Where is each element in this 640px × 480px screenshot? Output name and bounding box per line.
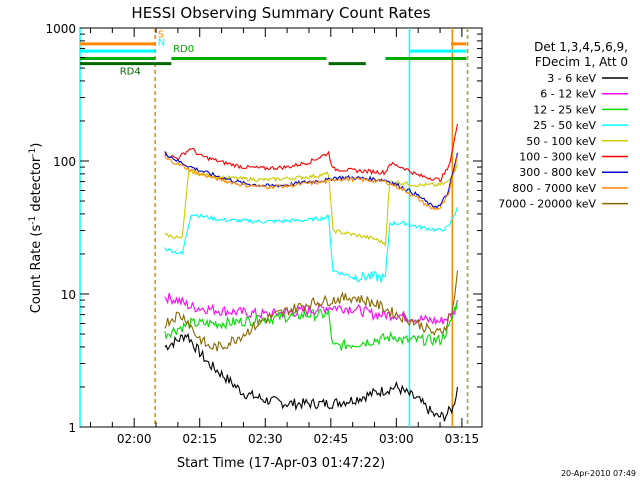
flag-label-RD0: RD0	[173, 44, 194, 55]
series-line-2	[164, 300, 459, 351]
legend-label-1: 6 - 12 keV	[540, 88, 596, 101]
y-axis-label-sup2: -1	[28, 148, 38, 157]
legend-label-2: 12 - 25 keV	[533, 103, 596, 116]
flag-label-S: S	[158, 29, 164, 40]
series-line-3	[164, 206, 459, 283]
y-tick-label-3: 1000	[45, 22, 76, 36]
legend-label-0: 3 - 6 keV	[547, 72, 596, 85]
y-axis-label-sup1: -1	[28, 216, 38, 225]
x-tick-label-2: 02:30	[248, 432, 283, 446]
legend-label-4: 50 - 100 keV	[526, 135, 596, 148]
axis-ticks: 1 10 100 1000 02:00 02:15 02:30 02:45 03:00 03:15	[45, 22, 482, 446]
series-line-0	[164, 332, 459, 422]
x-axis-label: Start Time (17-Apr-03 01:47:22)	[177, 456, 385, 471]
legend-label-3: 25 - 50 keV	[533, 119, 596, 132]
x-tick-label-5: 03:15	[445, 432, 480, 446]
flag-label-RD4: RD4	[120, 66, 141, 77]
y-tick-label-2: 100	[53, 155, 76, 169]
series-line-1	[164, 292, 459, 326]
y-axis-label-main: Count Rate (s	[29, 225, 44, 314]
legend: Det 1,3,4,5,6,9, FDecim 1, Att 0 3 - 6 k…	[498, 40, 628, 211]
flag-label-N: N	[158, 38, 165, 49]
legend-label-7: 800 - 7000 keV	[512, 182, 596, 195]
series-lines	[164, 123, 459, 422]
y-axis-label: Count Rate (s-1 detector-1)	[28, 143, 44, 314]
y-axis-label-mid: detector	[29, 156, 44, 216]
footer-date: 20-Apr-2010 07:49	[561, 469, 636, 478]
series-line-8	[164, 270, 459, 352]
state-flags: SN RD0 RD4	[80, 29, 467, 77]
legend-title-line-2: FDecim 1, Att 0	[535, 55, 628, 69]
x-tick-label-4: 03:00	[379, 432, 414, 446]
legend-label-5: 100 - 300 keV	[519, 151, 596, 164]
x-tick-label-3: 02:45	[314, 432, 349, 446]
legend-label-6: 300 - 800 keV	[519, 166, 596, 179]
y-axis-label-end: )	[29, 143, 44, 148]
legend-label-8: 7000 - 20000 keV	[498, 198, 596, 211]
series-line-7	[164, 155, 459, 211]
legend-title-line-1: Det 1,3,4,5,6,9,	[534, 40, 628, 54]
x-tick-label-1: 02:15	[182, 432, 217, 446]
series-line-5	[164, 123, 459, 183]
chart-title: HESSI Observing Summary Count Rates	[131, 4, 430, 22]
x-tick-label-0: 02:00	[117, 432, 152, 446]
series-line-4	[164, 163, 459, 248]
y-tick-label-0: 1	[68, 421, 76, 435]
y-tick-label-1: 10	[61, 288, 76, 302]
vertical-markers	[79, 28, 469, 427]
